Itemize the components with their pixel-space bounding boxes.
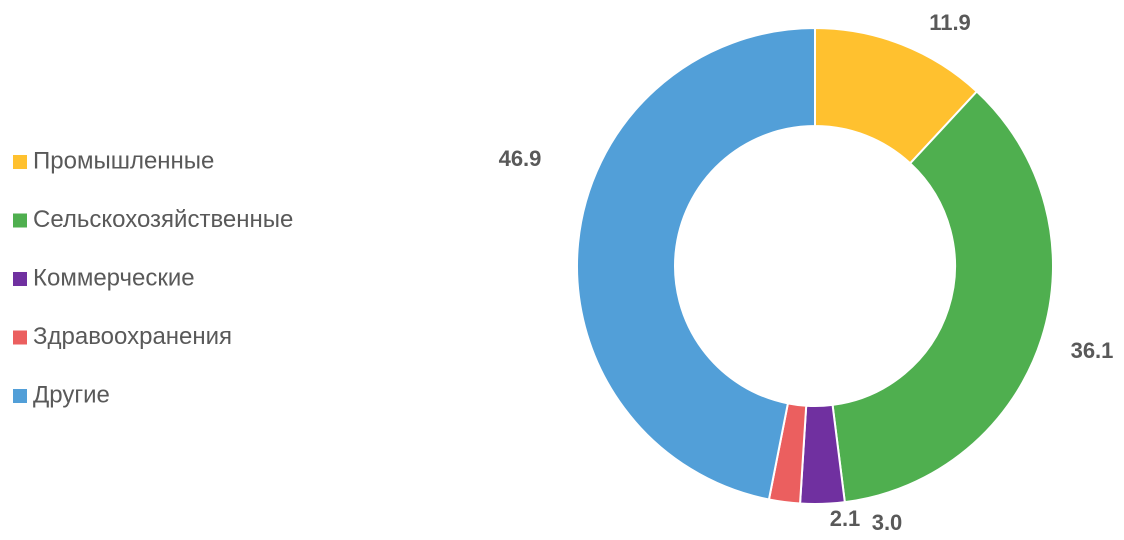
legend-text: Другие [33,381,110,408]
value-label: 46.9 [499,146,542,171]
donut-slice [831,90,1054,504]
legend-swatch [13,213,27,228]
value-label: 3.0 [872,510,903,535]
donut-slice [576,26,816,501]
value-label: 2.1 [830,506,861,531]
legend-text: Коммерческие [33,264,195,291]
value-label: 11.9 [929,10,971,35]
legend-swatch [13,155,27,169]
legend-text: Промышленные [33,147,214,174]
legend-swatch [13,389,27,403]
legend-text: Здравоохранения [33,323,232,350]
legend-swatch [13,272,27,286]
legend-text: Сельскохозяйственные [33,206,293,233]
legend-swatch [13,330,27,345]
value-label: 36.1 [1071,338,1114,363]
